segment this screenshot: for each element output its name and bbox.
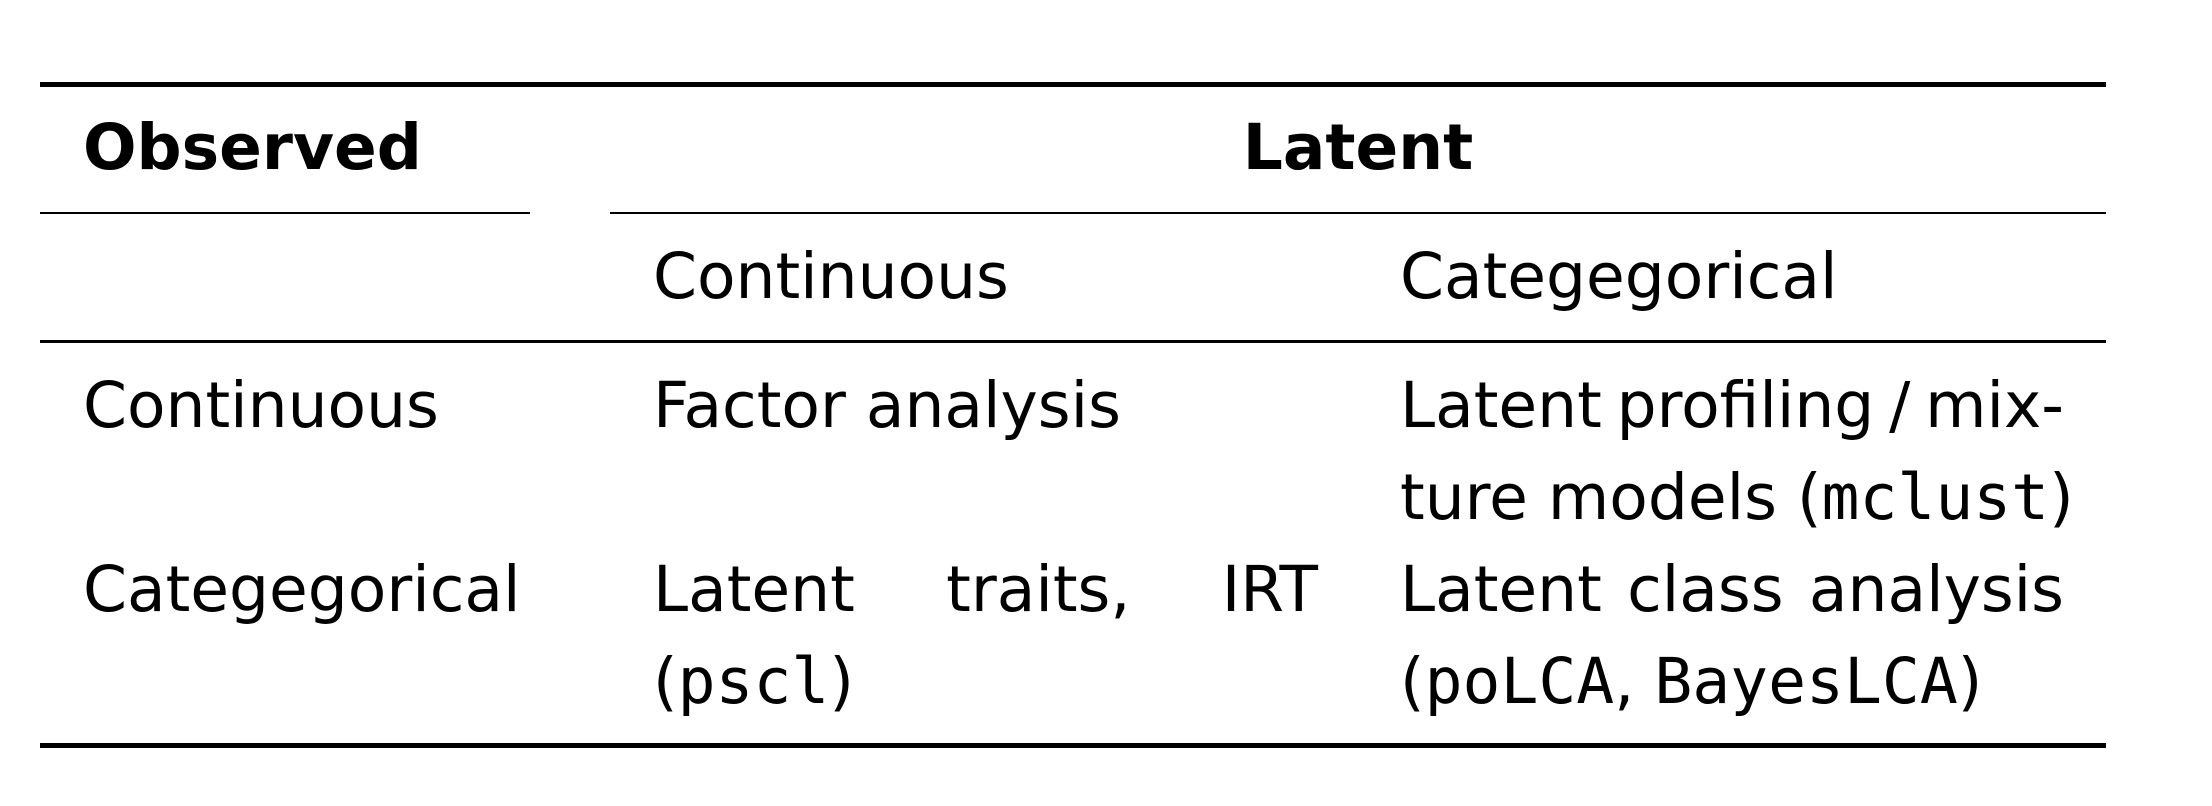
row2-categorical-word: analysis: [1808, 553, 2064, 626]
header-observed: Observed: [83, 111, 422, 184]
row2-continuous-close: ): [829, 645, 854, 718]
subheader-categorical: Categegorical: [1400, 240, 1838, 313]
row1-categorical-word: /: [1889, 369, 1911, 442]
subheader-continuous: Continuous: [653, 240, 1009, 313]
row2-categorical-open: (: [1400, 645, 1425, 718]
latent-underline: [610, 212, 2106, 214]
row2-categorical-word: class: [1627, 553, 1784, 626]
header-latent: Latent: [1242, 111, 1474, 184]
package-name-polca: poLCA: [1424, 645, 1615, 718]
bottom-rule: [40, 743, 2106, 748]
row2-categorical-sep: ,: [1614, 645, 1655, 718]
row2-continuous-word: traits,: [946, 553, 1131, 626]
row1-continuous: Factor analysis: [653, 369, 1121, 442]
row2-categorical-line2: (poLCA, BayesLCA): [1400, 636, 1982, 728]
top-rule: [40, 82, 2106, 87]
row2-continuous-word: Latent: [653, 553, 855, 626]
row1-categorical-word: mix-: [1925, 369, 2064, 442]
row2-label: Categegorical: [83, 553, 521, 626]
package-name-pscl: pscl: [677, 645, 830, 718]
row2-continuous-line1: Latent traits, IRT: [653, 544, 1318, 636]
package-name-bayeslca: BayesLCA: [1654, 645, 1958, 718]
observed-underline: [40, 212, 530, 214]
row1-categorical-word: profiling: [1616, 369, 1875, 442]
row1-categorical-word: Latent: [1400, 369, 1602, 442]
row1-categorical-text: ture models (: [1400, 461, 1822, 534]
mid-rule: [40, 340, 2106, 343]
row1-categorical-close: ): [2049, 461, 2074, 534]
row2-categorical-close: ): [1957, 645, 1983, 718]
row2-continuous-line2: (pscl): [653, 636, 854, 728]
row1-categorical-line1: Latent profiling / mix-: [1400, 360, 2064, 452]
row2-categorical-line1: Latent class analysis: [1400, 544, 2064, 636]
row1-categorical-line2: ture models (mclust): [1400, 452, 2074, 544]
row1-label: Continuous: [83, 369, 439, 442]
package-name-mclust: mclust: [1821, 461, 2050, 534]
row2-continuous-open: (: [653, 645, 678, 718]
row2-continuous-word: IRT: [1221, 553, 1318, 626]
row2-categorical-word: Latent: [1400, 553, 1602, 626]
